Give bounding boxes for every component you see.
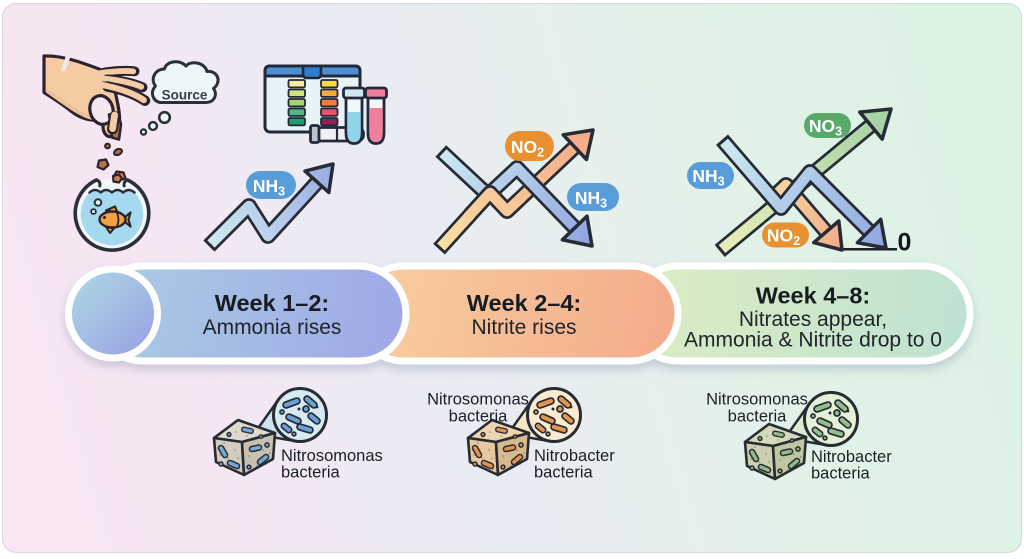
svg-text:Ammonia rises: Ammonia rises [203,316,342,339]
svg-text:Nitrosomonas: Nitrosomonas [427,391,529,409]
svg-text:Nitrosomonas: Nitrosomonas [706,391,808,409]
svg-text:Nitrobacter: Nitrobacter [811,448,892,466]
svg-text:Week 2–4:: Week 2–4: [467,290,582,316]
svg-text:NH3: NH3 [692,166,724,189]
svg-text:NO2: NO2 [767,226,800,249]
svg-text:NO3: NO3 [809,116,842,139]
svg-text:Nitrates appear,: Nitrates appear, [739,308,887,331]
svg-text:Nitrosomonas: Nitrosomonas [281,447,383,465]
svg-text:bacteria: bacteria [534,464,594,482]
svg-text:NO2: NO2 [511,137,544,160]
svg-text:bacteria: bacteria [281,464,341,482]
svg-text:Week 4–8:: Week 4–8: [756,283,871,309]
svg-text:bacteria: bacteria [811,465,871,483]
svg-text:Week 1–2:: Week 1–2: [215,290,330,316]
svg-text:NH3: NH3 [253,176,285,199]
svg-text:0: 0 [898,229,912,257]
svg-text:bacteria: bacteria [449,408,509,426]
svg-text:NH3: NH3 [575,188,607,211]
svg-text:Nitrite rises: Nitrite rises [471,316,576,339]
svg-text:Source: Source [162,88,208,103]
svg-text:bacteria: bacteria [728,408,788,426]
svg-text:Ammonia & Nitrite drop to 0: Ammonia & Nitrite drop to 0 [684,329,942,352]
svg-text:Nitrobacter: Nitrobacter [534,447,615,465]
